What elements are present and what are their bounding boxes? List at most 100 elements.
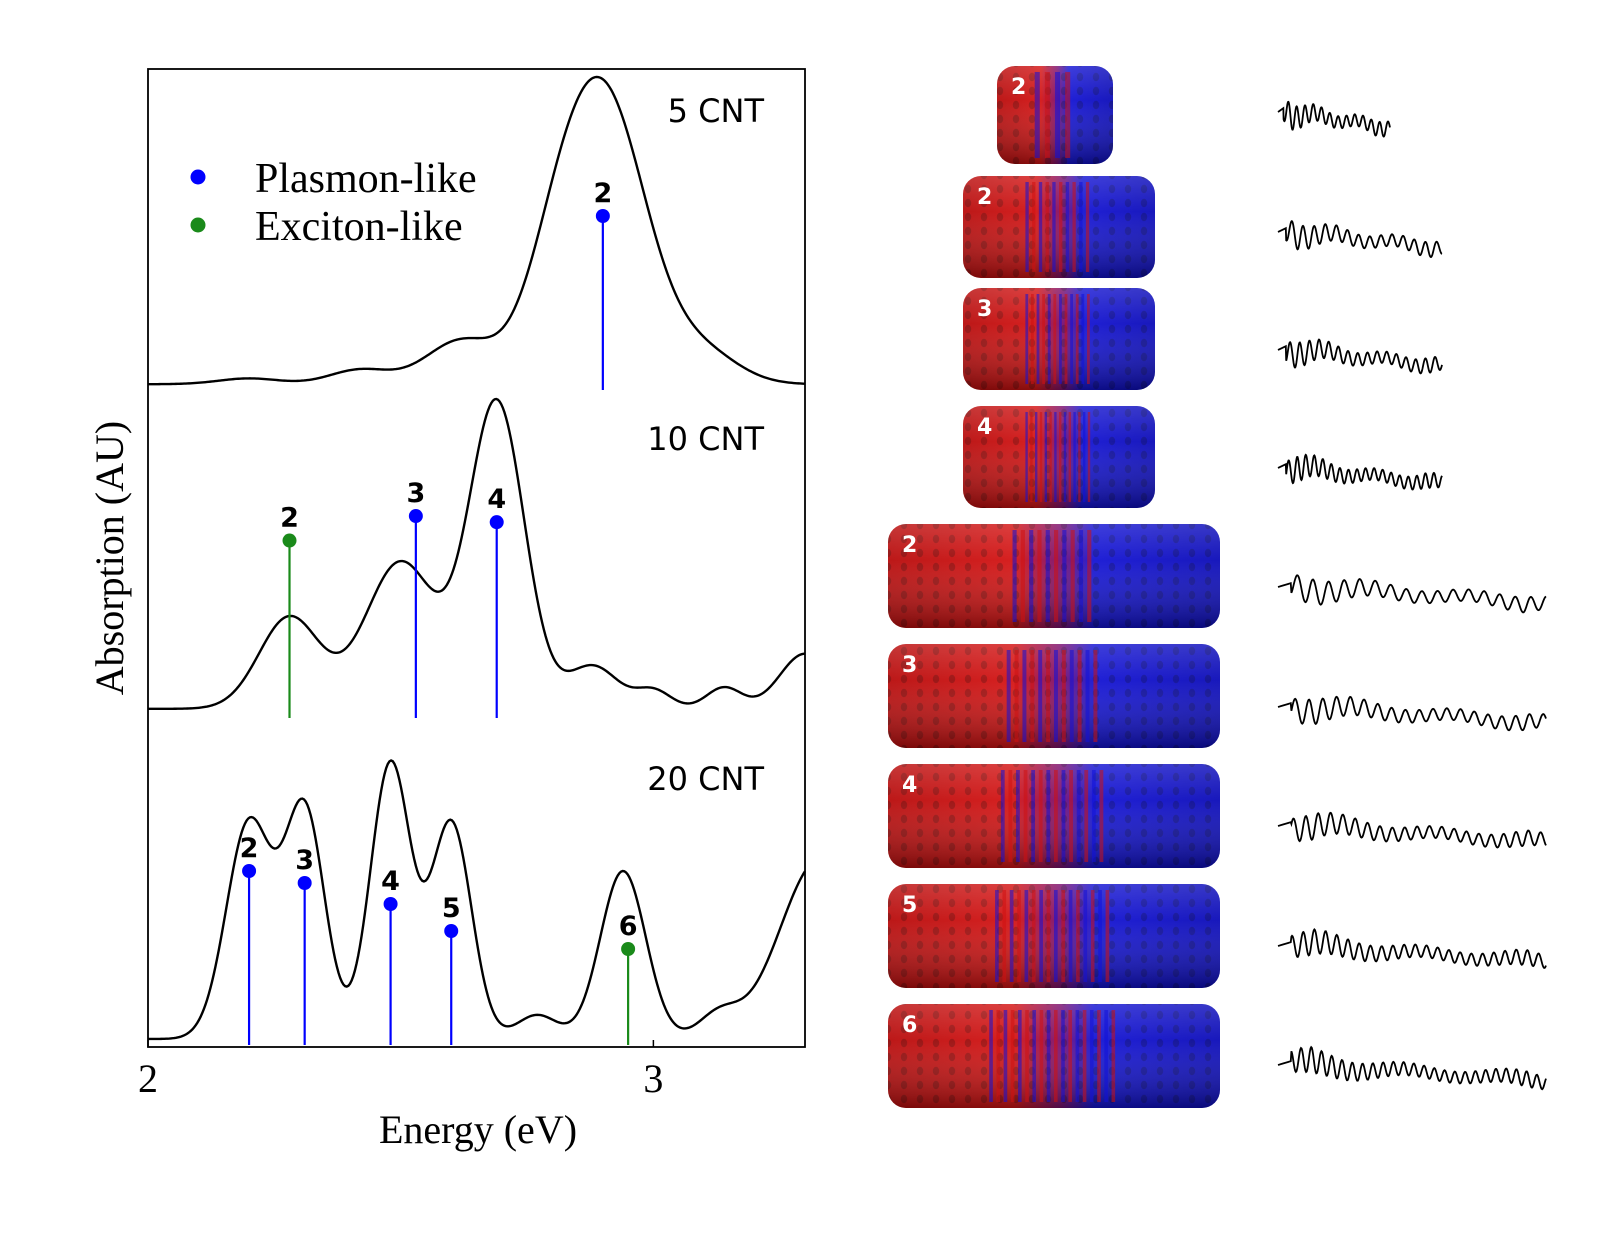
tube-stripe xyxy=(1034,72,1040,158)
tube-stripe xyxy=(1044,72,1050,158)
tube-stripe xyxy=(1065,182,1070,272)
stem-label: 6 xyxy=(619,911,638,942)
tube-stripe xyxy=(1046,890,1051,982)
tube-stripe xyxy=(1077,650,1082,742)
stem-marker xyxy=(621,942,636,956)
tube-stripe xyxy=(1025,1010,1029,1102)
tube-stripe xyxy=(1046,770,1051,862)
tube-stripe xyxy=(1008,770,1013,862)
tube-stripe xyxy=(1014,650,1019,742)
tube-stripe xyxy=(1105,890,1110,982)
legend-label-exciton: Exciton-like xyxy=(255,204,463,250)
tube-stripe xyxy=(1078,412,1081,502)
tube-stripe xyxy=(1099,770,1104,862)
tube-stripe xyxy=(1045,530,1050,622)
tube-stripe xyxy=(1061,890,1066,982)
tube-stripe xyxy=(1049,412,1052,502)
tube-stripe xyxy=(1054,530,1059,622)
tube-stripe xyxy=(1025,294,1029,384)
tube-stripe xyxy=(1085,182,1090,272)
mode-image: 6 xyxy=(888,1004,1220,1108)
tube-stripe xyxy=(1030,412,1033,502)
tube-stripe xyxy=(1042,294,1045,384)
mode-images: 2 2 3 4 2 3 4 5 6 xyxy=(888,66,1220,1108)
tube-stripe xyxy=(1038,182,1043,272)
tube-stripe xyxy=(1079,182,1083,272)
tube-stripe xyxy=(1054,770,1058,862)
tube-stripe xyxy=(1070,530,1075,622)
tube-stripe xyxy=(1059,182,1063,272)
tube-stripe xyxy=(1024,890,1029,982)
panel-label-20cnt: 20 CNT xyxy=(647,760,764,798)
mode-image: 4 xyxy=(963,406,1155,508)
tube-stripe xyxy=(1016,770,1020,862)
tube-stripe xyxy=(1039,412,1043,502)
tube-stripe xyxy=(1037,530,1042,622)
mode-image: 2 xyxy=(963,176,1155,278)
tube-stripe xyxy=(1087,530,1092,622)
tube-stripe xyxy=(1054,890,1058,982)
tube-stripe xyxy=(1035,412,1038,502)
stem-label: 3 xyxy=(295,845,314,876)
mode-image: 3 xyxy=(963,288,1155,390)
tube-stripe xyxy=(1068,1010,1072,1102)
tube-stripe xyxy=(1076,890,1080,982)
tube-stripe xyxy=(1089,1010,1094,1102)
tube-stripe xyxy=(1054,650,1058,742)
stem-label: 3 xyxy=(406,478,425,509)
tube-stripe xyxy=(1081,294,1085,384)
tube-stripe xyxy=(1072,182,1076,272)
stem-label: 4 xyxy=(487,484,506,515)
mode-image: 2 xyxy=(997,66,1113,164)
axes-frame xyxy=(147,68,806,1048)
spectrum-line xyxy=(148,397,806,711)
x-ticks: 2 3 xyxy=(138,1040,663,1101)
stem-marker xyxy=(282,533,297,548)
tube-stripe xyxy=(1045,182,1049,272)
tube-stripe xyxy=(1098,890,1102,982)
legend-marker-plasmon xyxy=(190,169,206,185)
tube-stripe xyxy=(1054,412,1057,502)
stem-label: 2 xyxy=(593,178,612,209)
mode-waveform xyxy=(1277,338,1443,375)
tube-stripe xyxy=(1068,412,1071,502)
tube-stripe xyxy=(1029,530,1034,622)
tube-stripe xyxy=(1055,72,1061,158)
tube-stripe xyxy=(1025,412,1028,502)
mode-waveform xyxy=(1277,220,1443,258)
tube-stripe xyxy=(1078,530,1084,622)
tube-stripe xyxy=(1087,412,1091,502)
tube-stripe xyxy=(1003,1010,1008,1102)
tube-stripe xyxy=(1046,1010,1051,1102)
tube-stripe xyxy=(1000,770,1005,862)
tube-stripe xyxy=(1061,650,1066,742)
mode-label: 5 xyxy=(902,893,917,918)
tube-stripe xyxy=(1082,1010,1087,1102)
tube-stripe xyxy=(1090,890,1095,982)
tube-stripe xyxy=(1006,650,1011,742)
tube-stripe xyxy=(1010,1010,1015,1102)
stem-marker xyxy=(595,209,610,223)
mode-waveform xyxy=(1277,453,1443,491)
tube-stripe xyxy=(1093,650,1098,742)
stem-label: 4 xyxy=(381,866,400,897)
plot-area: 2 2 3 4 2 3 4 5 6 xyxy=(147,75,807,1045)
tube-stripe xyxy=(1053,294,1057,384)
tube-stripe xyxy=(1075,294,1079,384)
tube-stripe xyxy=(1038,650,1043,742)
tube-stripe xyxy=(1083,890,1088,982)
mode-image: 2 xyxy=(888,524,1220,628)
tube-stripe xyxy=(1084,770,1089,862)
tube-stripe xyxy=(1061,1010,1065,1102)
tube-stripe xyxy=(1064,294,1068,384)
tube-stripe xyxy=(1068,890,1073,982)
panel-1: 2 3 4 xyxy=(148,397,806,718)
stem-marker xyxy=(383,897,398,911)
panel-label-5cnt: 5 CNT xyxy=(668,92,765,130)
tube-stripe xyxy=(989,1010,993,1102)
mode-label: 4 xyxy=(977,415,992,440)
spectrum-line xyxy=(147,75,806,386)
tube-stripe xyxy=(1012,530,1017,622)
mode-image: 3 xyxy=(888,644,1220,748)
